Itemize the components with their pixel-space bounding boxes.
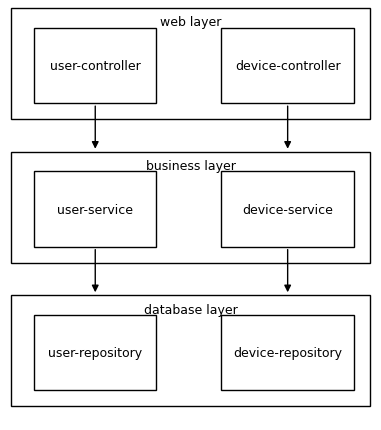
- Bar: [11, 152, 370, 263]
- Bar: [221, 172, 354, 247]
- Text: web layer: web layer: [160, 16, 221, 29]
- Bar: [11, 295, 370, 406]
- Text: user-service: user-service: [57, 203, 133, 216]
- Text: device-controller: device-controller: [235, 60, 341, 73]
- Bar: [11, 9, 370, 120]
- Text: device-repository: device-repository: [233, 346, 342, 359]
- Bar: [34, 172, 156, 247]
- Bar: [34, 29, 156, 104]
- Text: database layer: database layer: [144, 303, 237, 316]
- Text: user-controller: user-controller: [50, 60, 141, 73]
- Bar: [34, 315, 156, 390]
- Bar: [221, 29, 354, 104]
- Text: business layer: business layer: [146, 160, 235, 173]
- Bar: [221, 315, 354, 390]
- Text: user-repository: user-repository: [48, 346, 142, 359]
- Text: device-service: device-service: [242, 203, 333, 216]
